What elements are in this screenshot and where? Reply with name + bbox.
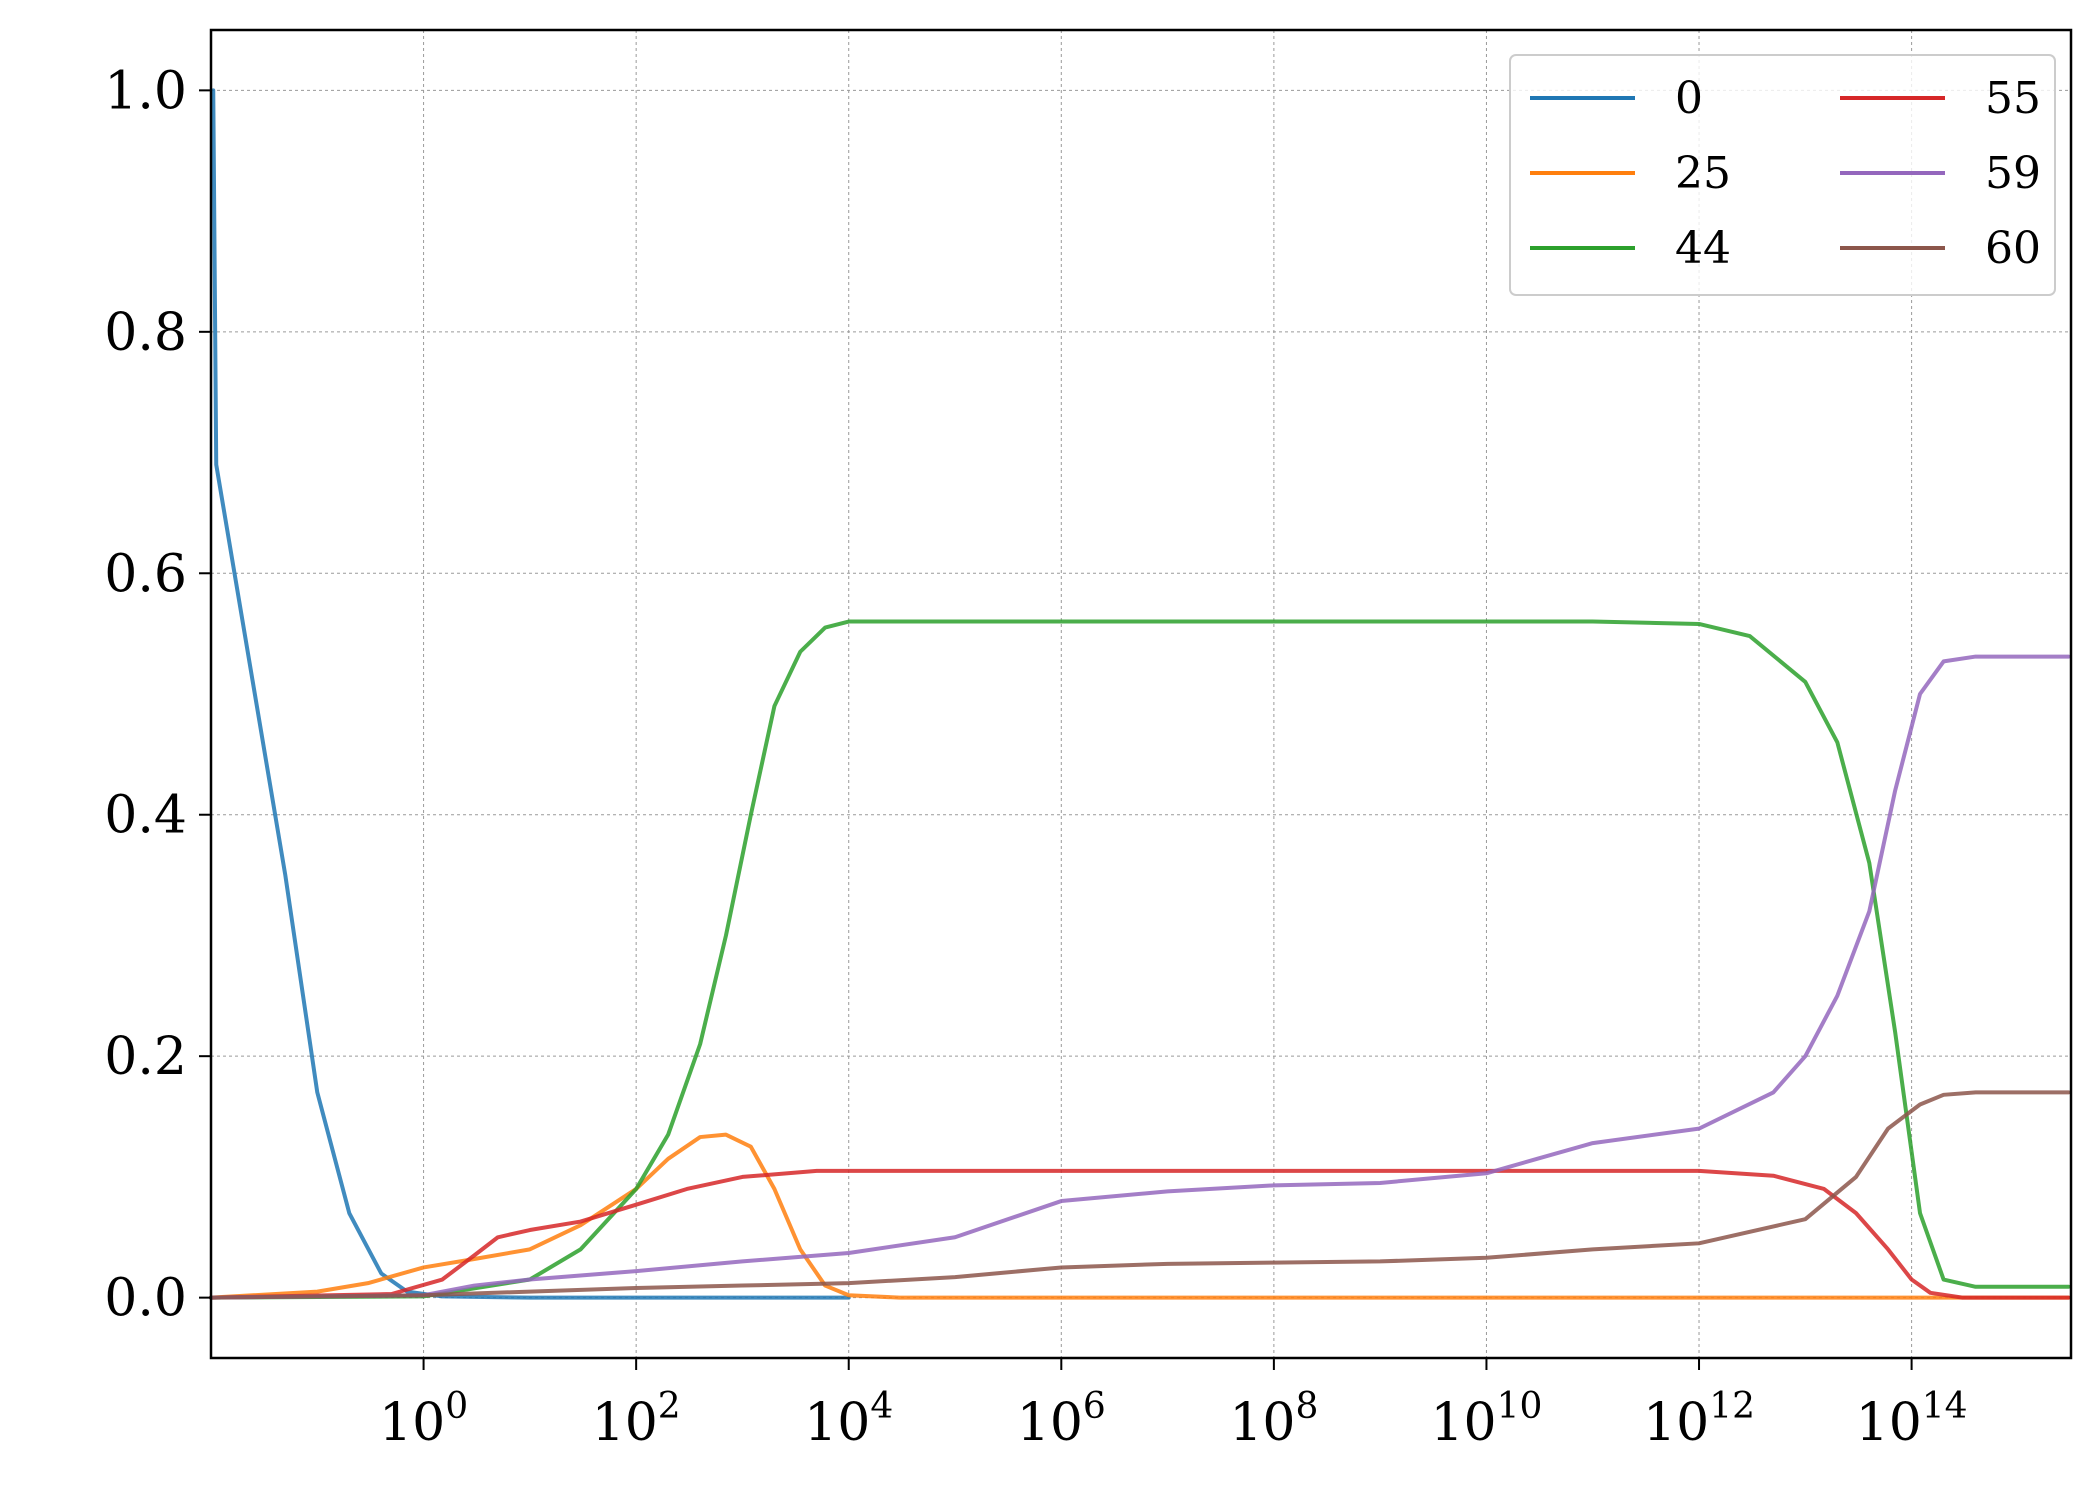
y-tick-label: 0.2 xyxy=(104,1027,187,1087)
x-tick-label-exponent: 12 xyxy=(1709,1386,1755,1427)
series-line-60 xyxy=(209,1090,2071,1300)
y-tick-label: 0.4 xyxy=(104,786,187,846)
x-tick-label: 104 xyxy=(804,1386,893,1453)
legend-label-60: 60 xyxy=(1985,223,2041,274)
x-axis: 100 102 104 106 108 1010 1012 1014 xyxy=(379,1358,1968,1453)
series-line-44 xyxy=(209,619,2071,1300)
x-tick-label: 106 xyxy=(1017,1386,1106,1453)
x-tick-label-exponent: 0 xyxy=(445,1386,468,1427)
x-tick-label-exponent: 6 xyxy=(1083,1386,1106,1427)
x-tick-label-base: 10 xyxy=(1856,1393,1922,1453)
x-tick-label: 1010 xyxy=(1430,1386,1542,1453)
x-tick-label-exponent: 14 xyxy=(1922,1386,1968,1427)
x-tick-label-exponent: 8 xyxy=(1296,1386,1319,1427)
legend-label-44: 44 xyxy=(1675,223,1731,274)
x-tick-label-exponent: 2 xyxy=(658,1386,681,1427)
x-tick-label: 1014 xyxy=(1856,1386,1968,1453)
x-tick-label-base: 10 xyxy=(592,1393,658,1453)
x-tick-label-base: 10 xyxy=(379,1393,445,1453)
x-tick-label-base: 10 xyxy=(1643,1393,1709,1453)
legend-box xyxy=(1509,54,2056,296)
series-line-25 xyxy=(209,1132,2071,1300)
x-tick-label-exponent: 4 xyxy=(870,1386,893,1427)
y-axis: 0.0 0.2 0.4 0.6 0.8 1.0 xyxy=(104,61,211,1329)
plot-frame xyxy=(209,28,2073,1360)
y-tick-label: 0.6 xyxy=(104,544,187,604)
series-line-55 xyxy=(209,1168,2071,1300)
series-line-0 xyxy=(211,88,851,1300)
series-line-59 xyxy=(209,654,2071,1300)
y-tick-label: 0.0 xyxy=(104,1269,187,1329)
x-tick-label-base: 10 xyxy=(804,1393,870,1453)
legend-label-25: 25 xyxy=(1675,148,1731,199)
y-tick-label: 1.0 xyxy=(104,61,187,121)
x-tick-label-base: 10 xyxy=(1430,1393,1496,1453)
x-tick-label-base: 10 xyxy=(1229,1393,1295,1453)
x-tick-label: 1012 xyxy=(1643,1386,1755,1453)
legend: 0 25 44 55 59 60 xyxy=(1509,54,2056,296)
legend-label-59: 59 xyxy=(1985,148,2041,199)
x-tick-label-exponent: 10 xyxy=(1497,1386,1543,1427)
legend-label-55: 55 xyxy=(1985,73,2041,124)
x-tick-label-base: 10 xyxy=(1017,1393,1083,1453)
legend-label-0: 0 xyxy=(1675,73,1703,124)
x-tick-label: 102 xyxy=(592,1386,681,1453)
y-tick-label: 0.8 xyxy=(104,303,187,363)
x-tick-label: 108 xyxy=(1229,1386,1318,1453)
x-tick-label: 100 xyxy=(379,1386,468,1453)
series-group xyxy=(209,88,2071,1300)
